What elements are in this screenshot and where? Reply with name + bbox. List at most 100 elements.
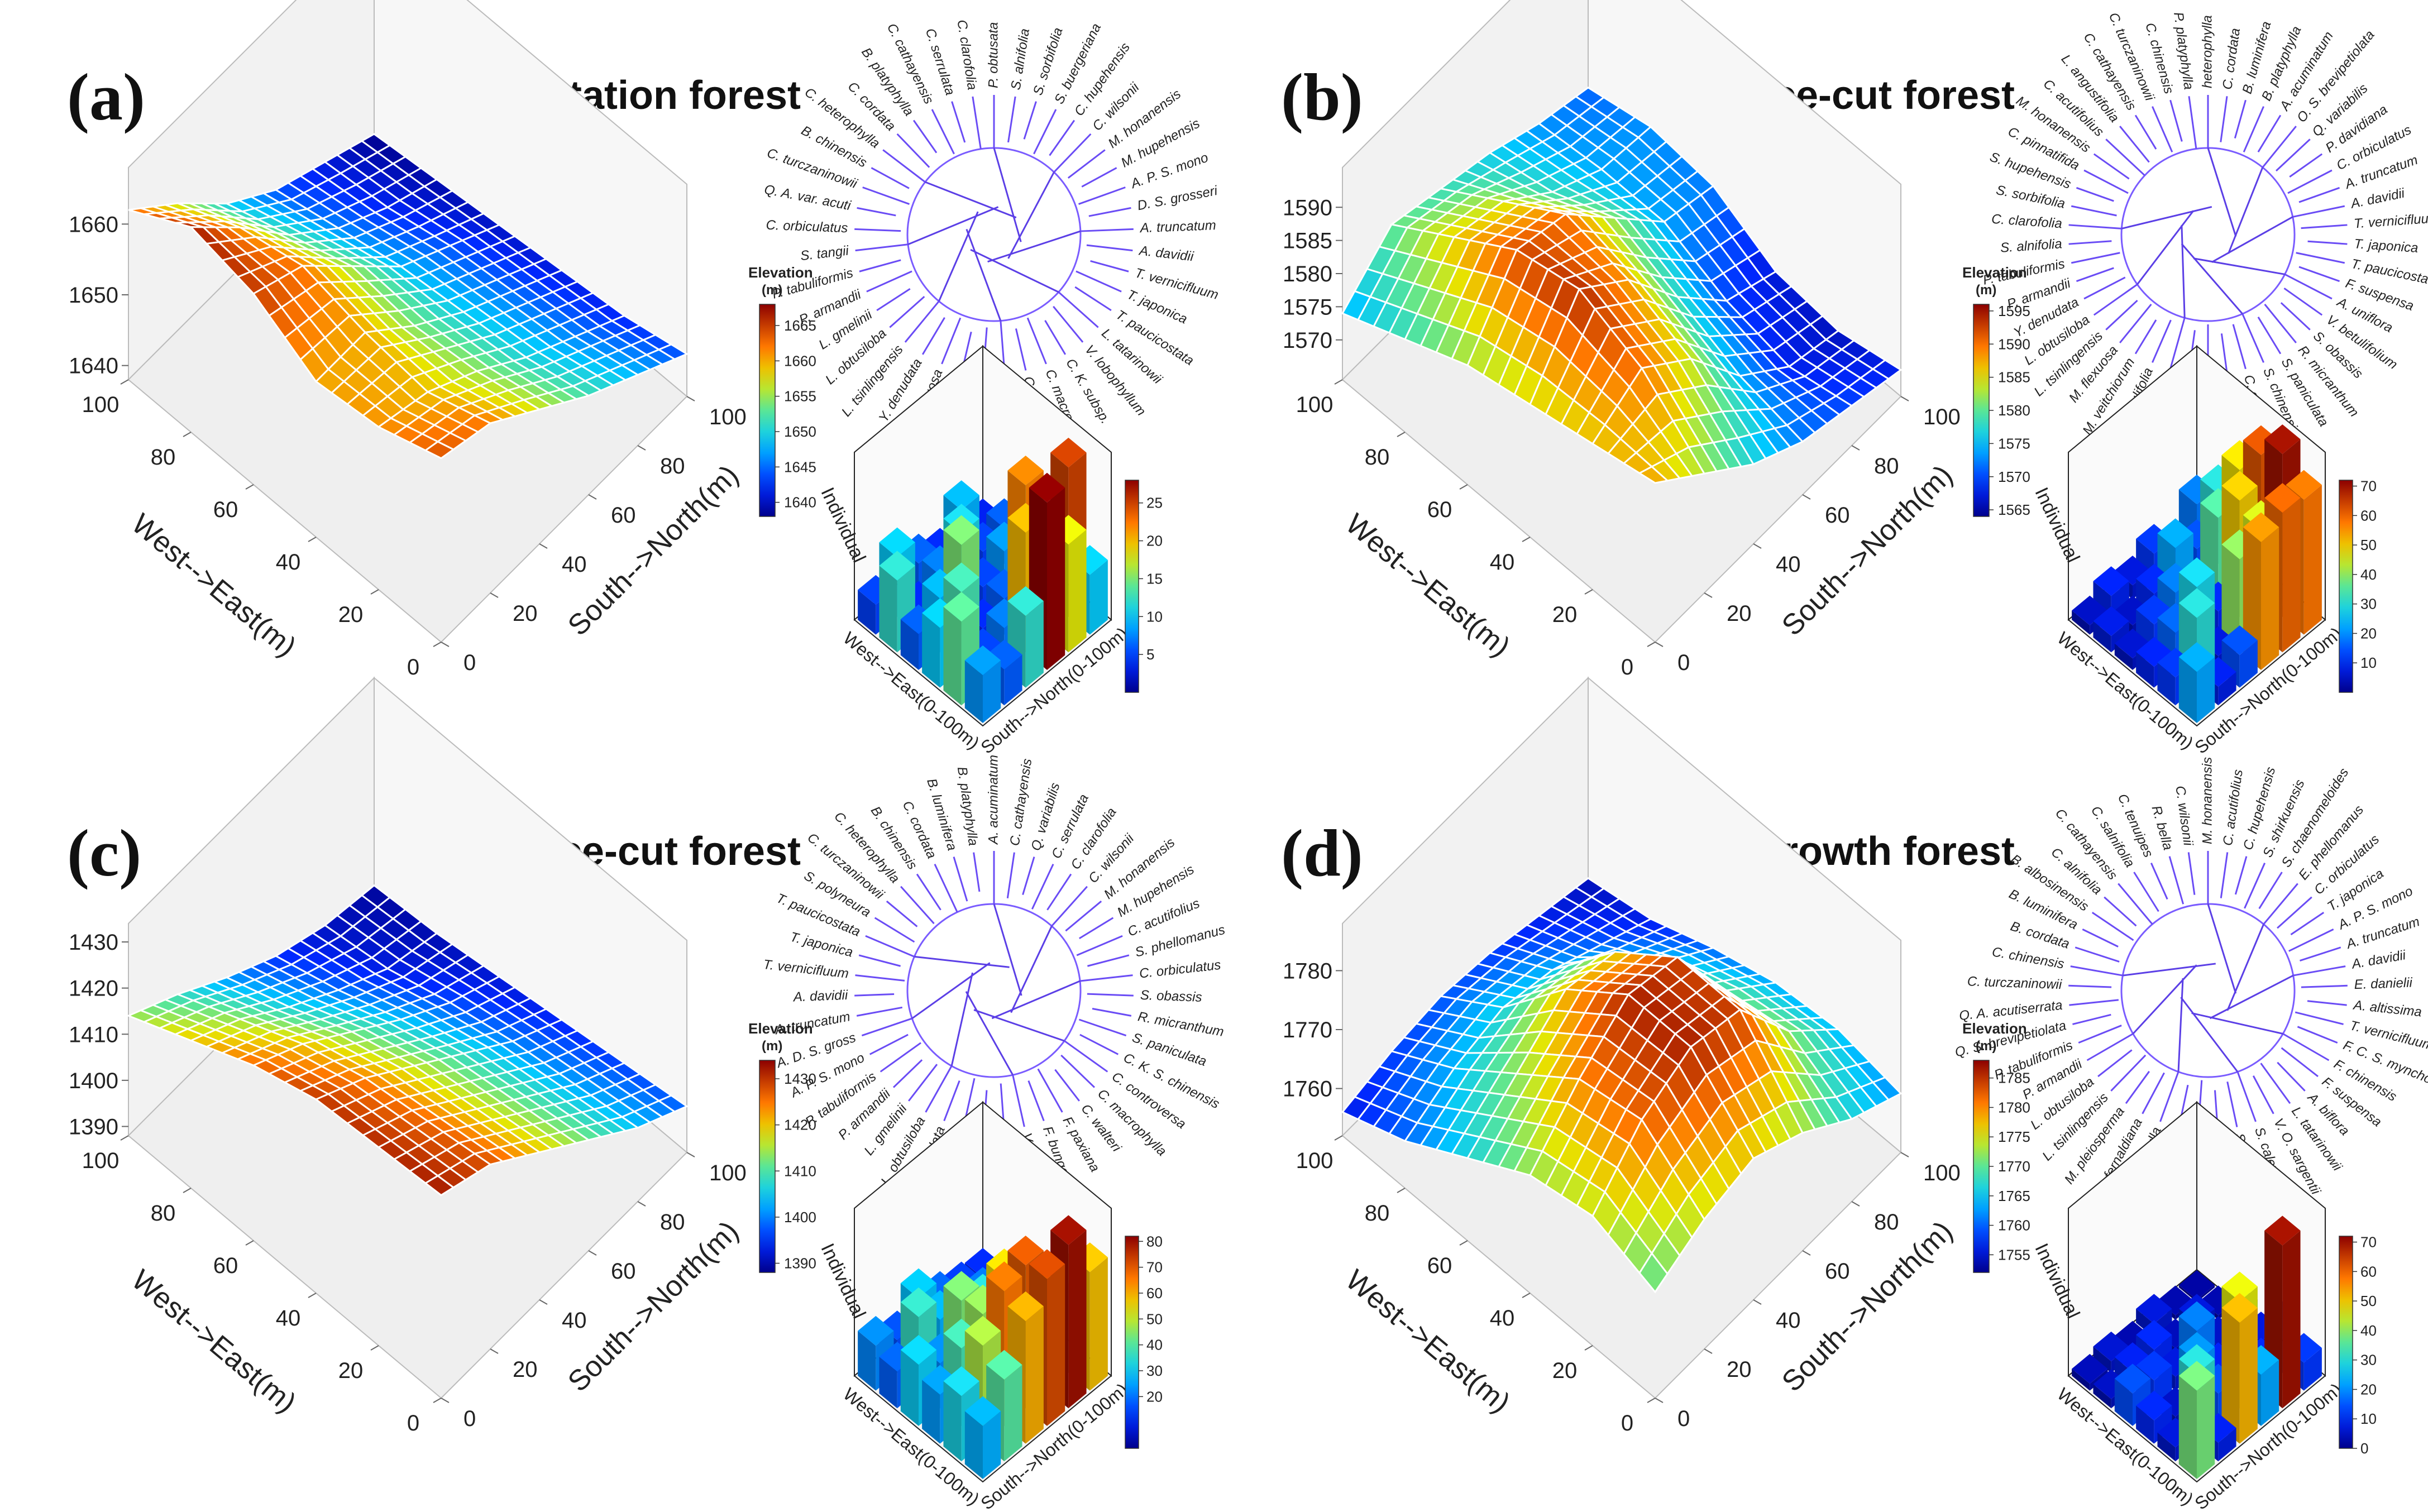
abundance-colorbar-label: 50 [2360,537,2377,553]
panel-d: (d) Old-growth forest 0 20 40 60 80 100 0 20 40 60 8… [1214,676,2428,1512]
x-tick-mark [370,589,379,595]
bar-side-left [858,1331,876,1391]
y-tick-label: 80 [660,454,685,479]
x-tick-mark [1522,1293,1531,1298]
tree-branch [2159,1071,2180,1122]
tree-branch [2071,252,2120,264]
panel-c: (c) Once-cut forest 0 20 40 60 80 100 0 20 40 60 80 1… [0,676,1227,1512]
tree-branch [2152,319,2172,363]
tree-branch [2068,240,2112,245]
tree-branch [2226,1082,2238,1127]
tree-branch [1067,149,1106,179]
bar-side-right [2239,640,2258,688]
colorbar-tick-label: 1595 [1998,303,2030,319]
x-tick-mark [433,1398,442,1403]
x-tick-label: 60 [213,1253,238,1278]
bar-top [943,592,979,622]
abundance-colorbar-label: 70 [2360,478,2377,495]
tree-clade [2211,216,2293,263]
elevation-surface [1341,676,1903,1399]
y-tick-mark [1704,1348,1713,1354]
tree-branch [1054,1069,1080,1102]
abundance-colorbar [2339,1236,2353,1449]
tree-branch [2241,313,2264,363]
abundance-colorbar-label: 15 [1146,570,1163,587]
x-tick-mark [433,642,442,647]
x-tick-label: 60 [213,497,238,522]
bar-side-left [2157,1432,2176,1462]
tree-clade [925,181,1017,219]
bar-top [2178,1361,2215,1391]
tree-clade [2228,167,2264,254]
x-tick-label: 80 [151,1201,176,1226]
abundance-colorbar-label: 50 [2360,1293,2377,1309]
species-label: Q. A. var. acuti [763,182,852,214]
abundance-colorbar-label: 60 [2360,507,2377,524]
x-tick-label: 80 [1365,445,1390,470]
x-tick-mark [1522,537,1531,542]
tree-branch [1064,1040,1108,1073]
tree-branch [2078,1025,2122,1044]
y-tick-label: 100 [1923,405,1961,429]
tree-branch [2093,153,2130,180]
bar-top [1007,1235,1044,1266]
tree-branch [1079,917,1114,940]
colorbar-unit: (m) [762,283,782,298]
tree-branch [2220,333,2228,373]
species-label: C. acutifolius [2220,768,2246,846]
bar-top [2136,1351,2172,1381]
tree-branch [2105,299,2138,331]
tree-branch [2069,999,2119,1006]
bar-side-right [2261,1360,2279,1426]
tree-ring [2120,147,2296,322]
species-label: heterophylla [2200,15,2215,88]
tree-branch [904,300,940,343]
abundance-colorbar-label: 70 [1146,1259,1163,1276]
tree-branch [2119,303,2152,343]
tree-branch [2264,303,2297,343]
abundance-colorbar [1125,480,1139,693]
tree-branch [2244,863,2266,909]
colorbar-title: Elevation [748,264,813,281]
x-tick-mark [1459,1240,1468,1246]
bar-side-right [1089,559,1108,635]
species-label: P. obtusata [986,22,1001,88]
tree-clade [993,147,1022,242]
abundance-colorbar-label: 40 [2360,1322,2377,1339]
tree-branch [2288,929,2334,952]
x-tick-label: 100 [1296,1149,1334,1173]
bar-top [858,1315,894,1346]
tree-branch [2119,126,2150,163]
bar-side-right [1025,601,1044,688]
tree-branch [2287,169,2333,194]
abundance-colorbar-label: 40 [1146,1337,1163,1353]
z-tick-label: 1770 [1283,1018,1332,1042]
bar-side-right [2218,1428,2236,1462]
bar-side-left [2221,1308,2240,1444]
tree-branch [1015,328,1027,371]
y-tick-label: 100 [709,1161,747,1185]
abundance-chart [853,1100,1112,1483]
tree-branch [2133,872,2159,912]
tree-branch [2292,205,2345,218]
abundance-colorbar-label: 5 [1146,646,1154,663]
bar-side-left [900,1350,919,1426]
bar-top [943,515,979,545]
bar-side-right [1068,1229,1087,1409]
species-label: C. cordata [2220,27,2243,90]
tree-branch [1078,186,1126,205]
bar-top [964,645,1001,676]
x-tick-mark [183,432,192,437]
species-label: C. clarofolia [1991,212,2062,232]
bar-side-left [2136,1405,2154,1444]
tree-branch [2083,276,2126,300]
y-tick-mark [588,1250,597,1256]
y-tick-mark [539,543,548,549]
abundance-colorbar-label: 40 [2360,566,2377,583]
elevation-colorbar [759,1060,776,1273]
bar-top [943,1271,979,1301]
x-tick-mark [1334,379,1343,385]
bar-side-left [2178,1376,2197,1479]
tree-branch [1079,974,1133,982]
x-tick-label: 20 [338,602,364,627]
